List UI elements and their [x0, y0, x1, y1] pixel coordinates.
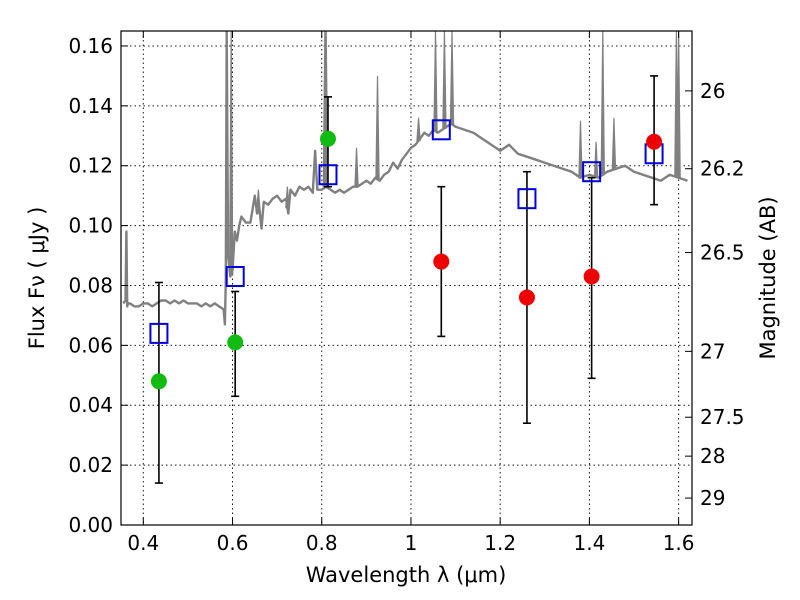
red-data-point [518, 289, 535, 306]
red-data-point [646, 133, 663, 150]
emission-line [600, 31, 605, 176]
x-tick-label: 1 [405, 531, 418, 555]
axis-ticks: 0.4 0.6 0.8 1 1.2 1.4 1.6 0.00 0.02 0.04 0.06 0.08 0… [68, 31, 745, 555]
model-flux-square [431, 119, 451, 141]
right-tick-label: 27 [700, 339, 725, 363]
x-tick-label: 0.6 [217, 531, 249, 555]
x-tick-label: 1.4 [573, 531, 605, 555]
model-flux-square [149, 322, 169, 344]
model-flux-square [517, 188, 537, 210]
x-tick-label: 1.2 [484, 531, 516, 555]
emission-line [285, 186, 290, 209]
x-axis-label: Wavelength λ (μm) [306, 563, 507, 587]
green-data-point [150, 373, 167, 390]
emission-line [433, 31, 438, 132]
emission-line [416, 117, 421, 142]
model-flux-square [225, 266, 245, 288]
y-tick-label: 0.08 [68, 273, 113, 297]
model-spectrum [122, 31, 688, 326]
green-data-point [227, 334, 244, 351]
emission-line [593, 141, 599, 178]
y-tick-label: 0.14 [68, 94, 113, 118]
right-tick-label: 26 [700, 79, 725, 103]
green-data-point [319, 130, 336, 147]
y-tick-label: 0.12 [68, 154, 113, 178]
emission-line [354, 147, 359, 188]
spectrum-line [122, 31, 688, 326]
right-tick-label: 28 [700, 444, 725, 468]
emission-line [449, 31, 455, 126]
x-tick-label: 0.8 [306, 531, 338, 555]
right-axis-label: Magnitude (AB) [756, 196, 780, 359]
right-tick-label: 26.5 [700, 241, 745, 265]
right-tick-label: 29 [700, 486, 725, 510]
emission-line [375, 75, 380, 180]
x-tick-label: 0.4 [127, 531, 159, 555]
plot-frame [120, 30, 693, 526]
y-tick-label: 0.04 [68, 393, 113, 417]
data-markers [149, 119, 664, 390]
emission-line [228, 31, 234, 275]
x-tick-label: 1.6 [663, 531, 695, 555]
red-data-point [433, 253, 450, 270]
y-axis-label: Flux Fν ( μJy ) [25, 207, 49, 350]
red-data-point [583, 268, 600, 285]
y-tick-label: 0.00 [68, 513, 113, 537]
emission-line [256, 189, 261, 211]
right-tick-label: 26.2 [700, 157, 745, 181]
emission-line [578, 120, 583, 179]
right-tick-label: 27.5 [700, 405, 745, 429]
y-tick-label: 0.06 [68, 333, 113, 357]
y-tick-label: 0.02 [68, 453, 113, 477]
emission-line [611, 117, 617, 171]
y-tick-label: 0.10 [68, 214, 113, 238]
emission-line [442, 31, 447, 129]
emission-line [676, 31, 681, 179]
y-tick-label: 0.16 [68, 34, 113, 58]
model-flux-square [582, 161, 602, 183]
model-flux-square [318, 164, 338, 186]
